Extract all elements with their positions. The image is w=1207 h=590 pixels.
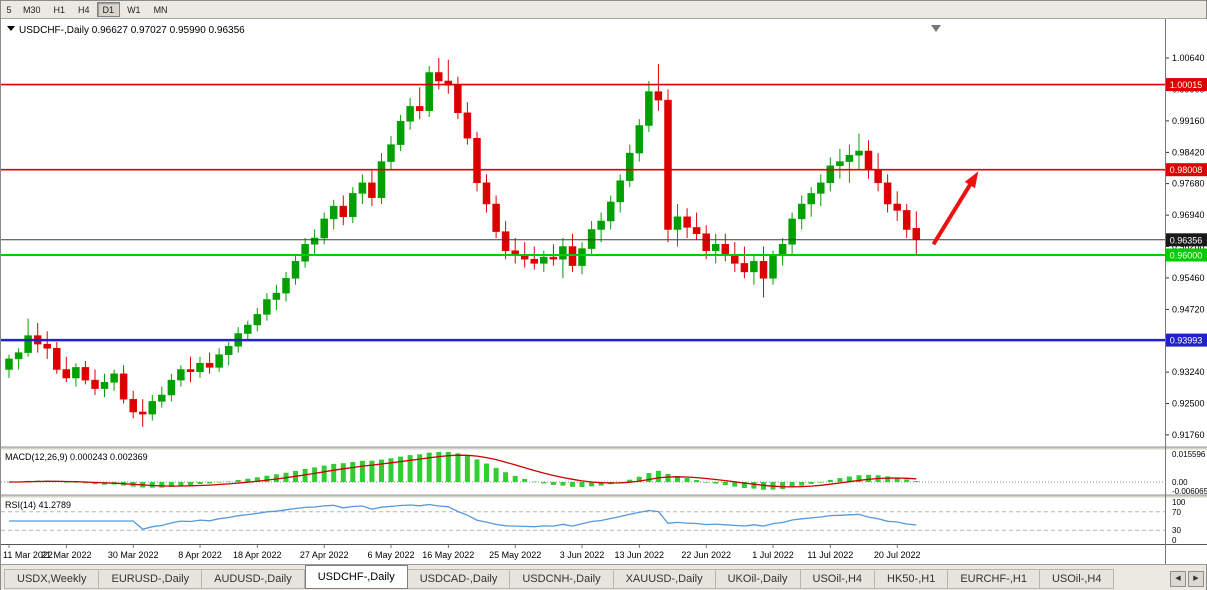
price-badge-0.98008 <box>1166 163 1207 177</box>
x-axis-tick-label: 21 Mar 2022 <box>41 550 92 560</box>
chart-title: USDCHF-,Daily 0.96627 0.97027 0.95990 0.… <box>19 25 245 36</box>
chart-tab-eurusd-daily[interactable]: EURUSD-,Daily <box>99 569 203 589</box>
x-axis-tick-label: 3 Jun 2022 <box>560 550 605 560</box>
trend-arrow-head <box>964 171 979 189</box>
chart-shift-marker-icon[interactable] <box>931 25 941 32</box>
rsi-axis-label: 30 <box>1172 526 1181 535</box>
chart-tab-bar: USDX,Weekly EURUSD-,Daily AUDUSD-,Daily … <box>1 564 1206 590</box>
timeframe-toolbar: 5 M30 H1 H4 D1 W1 MN <box>1 1 1206 19</box>
macd-axis-label: 0.00 <box>1172 478 1188 487</box>
y-axis-tick-label: 0.92500 <box>1172 399 1205 409</box>
x-axis-tick-label: 27 Apr 2022 <box>300 550 349 560</box>
x-axis-tick-label: 13 Jun 2022 <box>615 550 665 560</box>
x-axis-tick-label: 16 May 2022 <box>422 550 474 560</box>
x-axis-tick-label: 8 Apr 2022 <box>178 550 222 560</box>
price-badge-1.00015 <box>1166 78 1207 92</box>
rsi-label: RSI(14) 41.2789 <box>5 500 71 510</box>
macd-label: MACD(12,26,9) 0.000243 0.002369 <box>5 452 148 462</box>
timeframe-button-d1[interactable]: D1 <box>96 2 121 17</box>
y-axis-tick-label: 0.95460 <box>1172 273 1205 283</box>
y-axis-tick-label: 0.97680 <box>1172 179 1205 189</box>
chart-tab-eurchf-h1[interactable]: EURCHF-,H1 <box>948 569 1040 589</box>
tab-scroll-right-icon[interactable]: ▶ <box>1188 571 1204 587</box>
price-badge-0.93993 <box>1166 333 1207 347</box>
tab-scroll-controls: ◀ ▶ <box>1167 571 1204 587</box>
timeframe-button-mn[interactable]: MN <box>147 2 174 17</box>
y-axis-tick-label: 1.00640 <box>1172 53 1205 63</box>
y-axis-tick-label: 0.96940 <box>1172 210 1205 220</box>
chart-tab-audusd-daily[interactable]: AUDUSD-,Daily <box>202 569 305 589</box>
timeframe-button-w1[interactable]: W1 <box>121 2 147 17</box>
rsi-axis-label: 70 <box>1172 508 1181 517</box>
tab-scroll-left-icon[interactable]: ◀ <box>1170 571 1186 587</box>
chart-tab-usdchf-daily[interactable]: USDCHF-,Daily <box>304 565 408 589</box>
x-axis-tick-label: 11 Mar 2022 <box>3 550 53 560</box>
chart-tab-usdx-weekly[interactable]: USDX,Weekly <box>4 569 100 589</box>
x-axis-tick-label: 20 Jul 2022 <box>874 550 921 560</box>
chart-area[interactable]: 1.006400.999000.991600.984200.976800.969… <box>1 19 1207 564</box>
macd-signal-line <box>9 454 917 488</box>
price-badge-0.96356 <box>1166 233 1207 247</box>
chart-tab-xauusd-daily[interactable]: XAUUSD-,Daily <box>613 569 716 589</box>
price-badge-0.96000 <box>1166 248 1207 262</box>
x-axis-tick-label: 25 May 2022 <box>489 550 541 560</box>
timeframe-button-m5[interactable]: 5 <box>2 2 16 17</box>
macd-axis-label: -0.006065 <box>1172 487 1207 496</box>
y-axis-tick-label: 0.91760 <box>1172 430 1205 440</box>
symbol-dropdown-icon[interactable] <box>7 26 15 31</box>
x-axis-tick-label: 18 Apr 2022 <box>233 550 282 560</box>
chart-tab-ukoil-daily[interactable]: UKOil-,Daily <box>715 569 801 589</box>
y-axis-tick-label: 0.93240 <box>1172 367 1205 377</box>
macd-axis-label: 0.015596 <box>1172 450 1206 459</box>
x-axis-tick-label: 6 May 2022 <box>367 550 414 560</box>
x-axis-tick-label: 1 Jul 2022 <box>752 550 794 560</box>
y-axis-tick-label: 0.98420 <box>1172 147 1205 157</box>
timeframe-button-m30[interactable]: M30 <box>17 2 47 17</box>
timeframe-button-h4[interactable]: H4 <box>72 2 96 17</box>
y-axis-tick-label: 0.96200 <box>1172 242 1205 252</box>
price-badge-label: 0.96000 <box>1170 251 1203 261</box>
price-badge-label: 1.00015 <box>1170 80 1203 90</box>
price-badge-label: 0.98008 <box>1170 165 1203 175</box>
chart-tab-hk50-h1[interactable]: HK50-,H1 <box>875 569 949 589</box>
chart-tab-usoil-h4-2[interactable]: USOil-,H4 <box>1039 569 1115 589</box>
timeframe-button-h1[interactable]: H1 <box>47 2 72 17</box>
y-axis-tick-label: 0.94720 <box>1172 304 1205 314</box>
x-axis-tick-label: 22 Jun 2022 <box>681 550 731 560</box>
x-axis-tick-label: 30 Mar 2022 <box>108 550 159 560</box>
rsi-axis-label: 0 <box>1172 536 1177 545</box>
chart-tab-usdcnh-daily[interactable]: USDCNH-,Daily <box>510 569 614 589</box>
rsi-line <box>9 503 917 531</box>
chart-tab-usdcad-daily[interactable]: USDCAD-,Daily <box>407 569 511 589</box>
price-badge-label: 0.93993 <box>1170 336 1203 346</box>
rsi-axis-label: 100 <box>1172 498 1186 507</box>
price-chart[interactable]: 1.006400.999000.991600.984200.976800.969… <box>1 19 1207 564</box>
y-axis-tick-label: 0.99160 <box>1172 116 1205 126</box>
chart-tab-usoil-h4[interactable]: USOil-,H4 <box>800 569 876 589</box>
price-badge-label: 0.96356 <box>1170 235 1203 245</box>
trend-arrow[interactable] <box>931 180 974 246</box>
chart-background <box>1 19 1207 564</box>
x-axis-tick-label: 11 Jul 2022 <box>807 550 853 560</box>
